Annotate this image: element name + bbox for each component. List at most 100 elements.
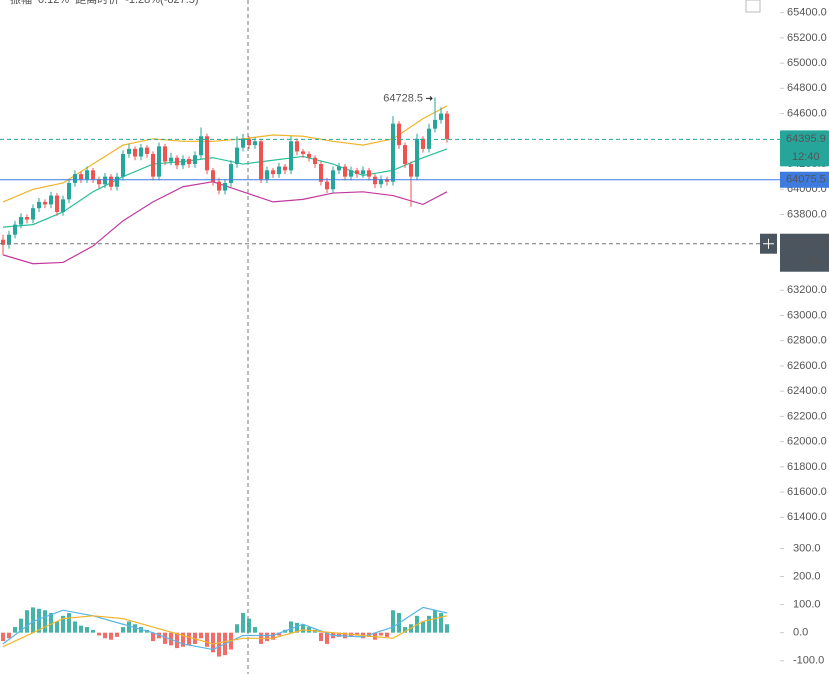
high-arrow	[426, 95, 433, 101]
candle-body	[403, 145, 407, 165]
candle-body	[43, 201, 47, 205]
price-line-label: 64075.5	[786, 174, 826, 186]
y-tick-label: 63800.0	[787, 208, 827, 220]
macd-bar	[127, 621, 131, 633]
macd-bar	[43, 610, 47, 633]
macd-tick-label: -100.0	[793, 655, 824, 667]
candle-body	[181, 158, 185, 166]
candle-body	[85, 170, 89, 180]
macd-bar	[265, 632, 269, 642]
high-annotation: 64728.5	[383, 92, 423, 104]
crosshair-price-label: 63568.4	[786, 238, 826, 250]
candle-body	[97, 179, 101, 185]
candle-body	[163, 146, 167, 162]
macd-bar	[337, 632, 341, 637]
macd-bar	[439, 613, 443, 633]
candle-body	[205, 136, 209, 171]
candle-body	[337, 166, 341, 171]
candle-body	[25, 217, 29, 220]
candle-body	[283, 166, 287, 171]
macd-bar	[289, 621, 293, 633]
candle-body	[253, 141, 257, 146]
candle-body	[259, 141, 263, 180]
candle-body	[229, 164, 233, 183]
candle-body	[295, 141, 299, 152]
settings-icon[interactable]	[745, 0, 761, 13]
candle-body	[79, 174, 83, 180]
macd-bar	[67, 613, 71, 633]
candle-body	[151, 153, 155, 177]
macd-bar	[133, 624, 137, 633]
candle-body	[343, 166, 347, 177]
candle-body	[55, 195, 59, 212]
candle-body	[313, 157, 317, 165]
macd-bar	[163, 632, 167, 644]
price-line-box	[780, 171, 829, 188]
candle-body	[361, 170, 365, 175]
macd-bar	[31, 607, 35, 633]
countdown-label: 12:40	[792, 151, 820, 163]
y-tick-label: 64600.0	[787, 107, 827, 119]
candle-body	[391, 123, 395, 182]
candle-body	[433, 119, 437, 129]
macd-tick-label: 0.0	[793, 627, 808, 639]
candle-body	[349, 170, 353, 177]
candle-body	[223, 182, 227, 191]
candle-body	[127, 148, 131, 154]
macd-bar	[181, 632, 185, 647]
candle-body	[175, 157, 179, 166]
header-text: 距离时价	[75, 0, 119, 6]
candle-body	[13, 224, 17, 235]
y-tick-label: 65000.0	[787, 57, 827, 69]
y-tick-label: 62000.0	[787, 436, 827, 448]
candle-body	[199, 136, 203, 156]
macd-bar	[403, 627, 407, 633]
macd-bar	[379, 632, 383, 636]
macd-bar	[301, 624, 305, 633]
macd-tick-label: 300.0	[793, 542, 821, 554]
macd-bar	[187, 632, 191, 646]
macd-bar	[151, 632, 155, 642]
candle-body	[367, 170, 371, 177]
macd-bar	[433, 610, 437, 633]
y-tick-label: 63200.0	[787, 284, 827, 296]
macd-bar	[19, 618, 23, 633]
y-tick-label: 62600.0	[787, 360, 827, 372]
crosshair-plus	[763, 238, 774, 249]
macd-bar	[61, 615, 65, 633]
macd-bar	[355, 632, 359, 636]
candle-body	[193, 155, 197, 165]
candle-body	[271, 170, 275, 175]
macd-bar	[205, 632, 209, 647]
y-tick-label: 62800.0	[787, 335, 827, 347]
candle-body	[241, 138, 245, 148]
candle-body	[1, 239, 5, 245]
candle-body	[139, 147, 143, 157]
macd-bar	[73, 621, 77, 633]
candle-body	[7, 234, 11, 245]
candle-body	[133, 148, 137, 157]
candle-body	[439, 113, 443, 120]
candle-body	[379, 179, 383, 185]
macd-bar	[295, 622, 299, 633]
y-tick-label: 65400.0	[787, 7, 827, 19]
last-price-label: 64395.9	[786, 133, 826, 145]
candle-body	[37, 201, 41, 209]
macd-bar	[175, 632, 179, 649]
macd-tick-label: 100.0	[793, 599, 821, 611]
candle-body	[211, 170, 215, 182]
macd-bar	[247, 618, 251, 633]
macd-bar	[235, 624, 239, 633]
candle-body	[445, 113, 449, 140]
candle-body	[325, 181, 329, 190]
macd-bar	[7, 632, 11, 639]
header-text: 振幅	[10, 0, 32, 6]
macd-bar	[55, 621, 59, 633]
macd-bar	[109, 632, 113, 640]
macd-bar	[13, 627, 17, 633]
candle-body	[265, 170, 269, 180]
macd-bar	[97, 632, 101, 636]
